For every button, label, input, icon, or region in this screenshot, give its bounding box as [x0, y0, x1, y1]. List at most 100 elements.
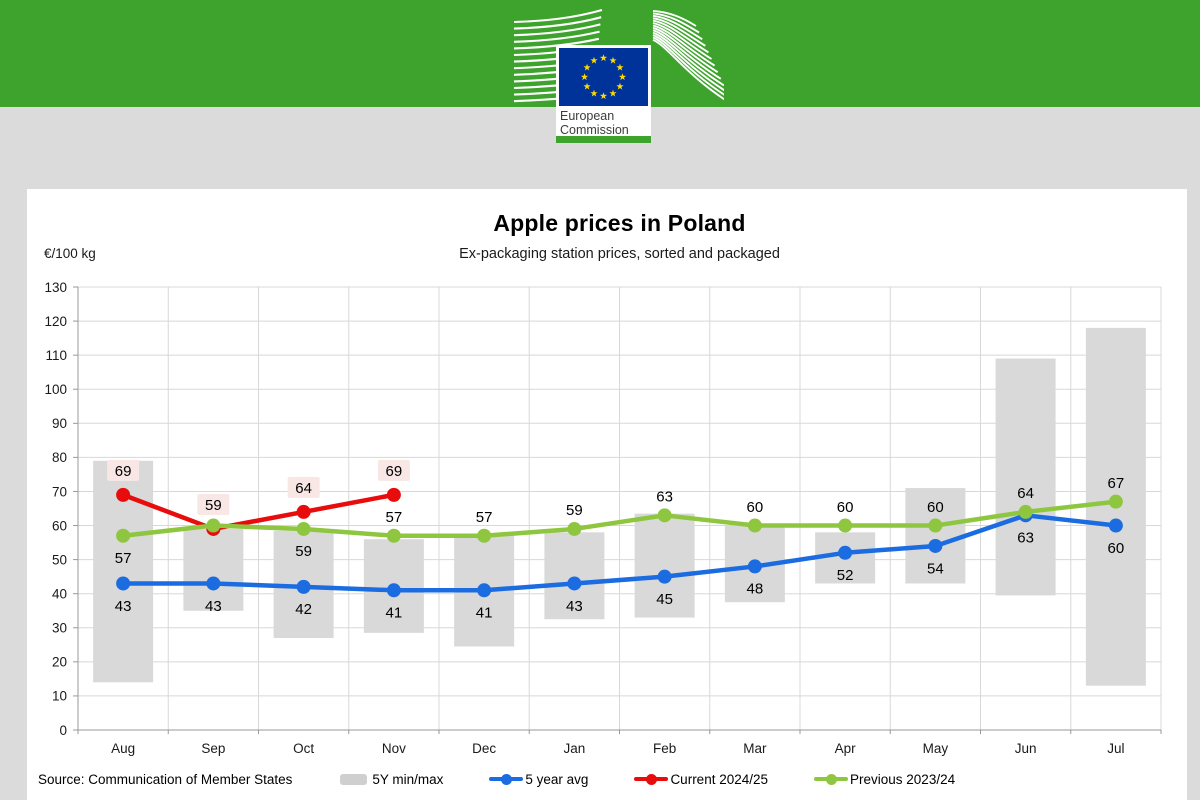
series-line	[120, 499, 1119, 539]
logo-underline	[556, 136, 651, 143]
data-label-bg	[377, 459, 410, 481]
data-point	[206, 576, 221, 591]
y-axis-tick-label: 120	[44, 314, 67, 329]
data-point	[477, 583, 492, 598]
chart-title: Apple prices in Poland	[493, 210, 746, 236]
chart-footer: Source: Communication of Member States 5…	[38, 767, 1179, 791]
x-axis-label: Feb	[653, 741, 676, 756]
source-text: Source: Communication of Member States	[38, 771, 293, 787]
chart-card: 0 10 20 30 40 50 60 70 80 90 100 110 120 130 43 43 42 41 4…	[27, 189, 1187, 800]
data-label: 42	[295, 601, 312, 618]
data-label: 57	[386, 509, 403, 526]
y-axis-tick-label: 10	[52, 689, 67, 704]
data-label: 57	[115, 550, 132, 567]
x-axis-label: Jul	[1107, 741, 1124, 756]
data-point	[296, 579, 311, 594]
data-point	[567, 576, 582, 591]
data-point	[116, 487, 131, 502]
x-axis-label: Nov	[382, 741, 406, 756]
data-point	[296, 521, 311, 536]
data-point	[1108, 494, 1123, 509]
legend-label: Previous 2023/24	[850, 771, 956, 787]
legend-label: 5 year avg	[525, 771, 589, 787]
legend-item-0: 5Y min/max	[340, 772, 443, 787]
data-label: 59	[566, 502, 583, 519]
data-label: 60	[1108, 540, 1125, 557]
legend-item-2: Current 2024/25	[634, 772, 768, 787]
legend-label: Current 2024/25	[670, 771, 769, 787]
legend-marker-dot	[646, 773, 658, 785]
data-point	[928, 538, 943, 553]
x-axis-label: Jan	[563, 741, 585, 756]
data-label: 48	[747, 581, 764, 598]
data-point	[657, 569, 672, 584]
series-line	[120, 492, 397, 532]
data-label: 63	[656, 489, 673, 506]
y-axis-tick-label: 0	[59, 723, 67, 738]
data-label: 45	[656, 591, 673, 608]
legend-marker-dot	[826, 773, 838, 785]
data-point	[747, 518, 762, 533]
x-axis-label: Mar	[743, 741, 767, 756]
series-line	[120, 513, 1119, 593]
range-bar	[634, 513, 695, 618]
logo-text-line2: Commission	[560, 123, 629, 137]
x-axis-label: May	[923, 741, 949, 756]
european-commission-logo: European Commission	[513, 8, 724, 143]
x-axis-label: Oct	[293, 741, 314, 756]
data-label: 52	[837, 567, 854, 584]
data-label: 59	[205, 497, 222, 514]
legend: 5Y min/max 5 year avg Current 2024/25 Previ…	[340, 772, 955, 787]
y-axis-tick-label: 30	[52, 621, 67, 636]
legend-range-swatch	[340, 773, 368, 785]
y-axis-tick-label: 40	[52, 586, 67, 601]
data-point	[386, 528, 401, 543]
data-point	[567, 521, 582, 536]
data-point	[296, 504, 311, 519]
data-label: 57	[476, 509, 493, 526]
x-axis-label: Sep	[201, 741, 225, 756]
y-axis-tick-label: 110	[45, 348, 67, 363]
legend-item-1: 5 year avg	[489, 772, 588, 787]
data-point	[1108, 518, 1123, 533]
data-point	[1018, 504, 1033, 519]
legend-line-swatch	[489, 773, 524, 785]
logo-right-wing-icon	[652, 10, 724, 101]
data-label: 60	[927, 499, 944, 516]
x-axis-label: Aug	[111, 741, 135, 756]
legend-marker-dot	[501, 773, 513, 785]
data-point	[747, 559, 762, 574]
data-label: 43	[205, 598, 222, 615]
x-axis-label: Apr	[835, 741, 857, 756]
data-label: 59	[295, 543, 312, 560]
data-label: 41	[476, 605, 493, 622]
data-label: 60	[837, 499, 854, 516]
data-label: 64	[295, 480, 312, 497]
data-label: 67	[1108, 475, 1125, 492]
data-label: 69	[115, 463, 132, 480]
data-point	[386, 487, 401, 502]
data-point	[838, 518, 853, 533]
y-axis-tick-label: 60	[52, 518, 67, 533]
range-bar	[995, 358, 1056, 596]
data-label: 69	[386, 463, 403, 480]
range-bar	[544, 532, 605, 620]
legend-line-swatch	[634, 773, 669, 785]
logo-text-line1: European	[560, 109, 614, 123]
y-axis-tick-label: 70	[52, 484, 67, 499]
y-axis-tick-label: 80	[52, 450, 67, 465]
data-point	[116, 528, 131, 543]
y-axis-tick-label: 130	[44, 280, 67, 295]
data-point	[116, 576, 131, 591]
legend-line-swatch	[814, 773, 849, 785]
price-chart-plot: 0 10 20 30 40 50 60 70 80 90 100 110 120 130 43 43 42 41 4…	[44, 280, 1162, 756]
range-bar	[183, 528, 244, 611]
x-axis-label: Jun	[1015, 741, 1037, 756]
data-point	[206, 518, 221, 533]
legend-item-3: Previous 2023/24	[814, 772, 955, 787]
data-label: 64	[1017, 485, 1034, 502]
data-point	[386, 583, 401, 598]
data-label: 41	[386, 605, 403, 622]
data-label-bg	[107, 459, 140, 481]
chart-subtitle: Ex-packaging station prices, sorted and …	[459, 246, 780, 262]
